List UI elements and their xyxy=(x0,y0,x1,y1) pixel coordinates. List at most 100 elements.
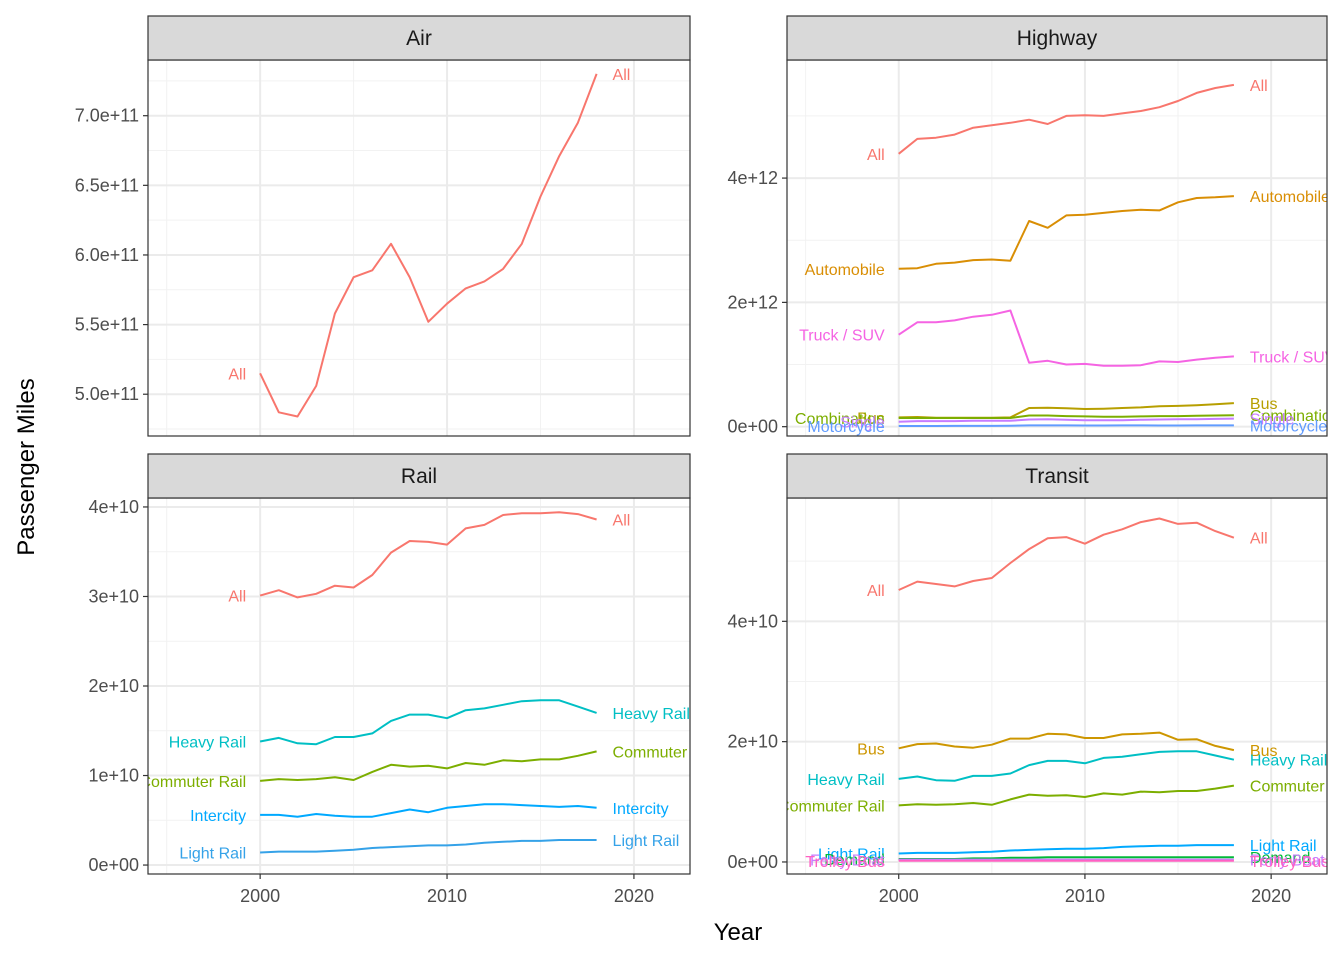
x-tick-label: 2000 xyxy=(879,886,919,906)
y-tick-label: 7.0e+11 xyxy=(75,106,139,126)
x-tick-label: 2000 xyxy=(240,886,280,906)
series-start-label-all: All xyxy=(228,589,246,606)
series-end-label-bus: Bus xyxy=(1250,396,1278,413)
y-tick-label: 5.5e+11 xyxy=(75,315,139,335)
series-start-label-single: Single xyxy=(840,415,885,432)
y-axis-title: Passenger Miles xyxy=(13,378,40,555)
series-end-label-all: All xyxy=(613,67,631,84)
panel-highway: All All Automobile Automobile Truck / SUV Tru… xyxy=(727,15,1340,437)
series-start-label-automobile: Automobile xyxy=(805,262,885,279)
series-line-heavy-rail xyxy=(898,750,1235,782)
panel-rail: All All Heavy Rail Heavy Rail Commuter Rail C… xyxy=(88,453,720,906)
series-end-label-all: All xyxy=(1250,531,1268,548)
series-line-commuter-rail xyxy=(898,784,1235,807)
facet-strip xyxy=(147,15,691,61)
facet-strip xyxy=(147,453,691,499)
series-start-label-heavy-rail: Heavy Rail xyxy=(169,735,246,752)
series-line-single xyxy=(898,417,1234,423)
series-line-all xyxy=(259,511,597,599)
x-tick-label: 2020 xyxy=(1251,886,1291,906)
series-start-label-trolley-bus: Trolley Bus xyxy=(805,854,884,871)
series-line-all xyxy=(898,83,1235,155)
series-start-label-demand: Demand xyxy=(824,852,884,869)
panel-air: All All Air 5.0e+11 5.5e+11 6.0e+11 6.5e+11 7.0… xyxy=(75,15,691,437)
x-tick-label: 2010 xyxy=(1065,886,1105,906)
series-end-label-intercity: Intercity xyxy=(613,801,669,818)
series-line-all xyxy=(259,73,598,418)
series-start-label-intercity: Intercity xyxy=(190,808,246,825)
series-start-label-motorcycle: Motorcycle xyxy=(807,419,884,436)
series-start-label-light-rail: Light Rail xyxy=(179,846,246,863)
series-end-label-single: Single xyxy=(1250,412,1295,429)
series-start-label-bus: Bus xyxy=(857,741,885,758)
series-start-label-all: All xyxy=(228,366,246,383)
series-line-motorcycle xyxy=(898,424,1234,427)
series-end-label-demand: Demand xyxy=(1250,850,1310,867)
facet-strip-label: Transit xyxy=(1025,465,1089,488)
series-end-label-bus: Bus xyxy=(1250,743,1278,760)
series-end-label-commuter-rail: Commuter Rail xyxy=(1250,779,1344,796)
y-tick-label: 0e+00 xyxy=(88,855,139,875)
series-line-combination xyxy=(898,414,1234,419)
y-tick-label: 0e+00 xyxy=(727,417,778,437)
facet-strip xyxy=(786,453,1328,499)
series-start-label-combination: Combination xyxy=(795,411,885,428)
series-line-light-rail xyxy=(260,839,597,854)
y-tick-label: 6.0e+11 xyxy=(75,245,139,265)
series-line-truck-suv xyxy=(898,309,1234,367)
y-tick-label: 2e+12 xyxy=(727,292,778,312)
series-start-label-all: All xyxy=(867,583,885,600)
series-end-label-ferry-boat: Ferry Boat xyxy=(1250,853,1325,870)
y-tick-label: 3e+10 xyxy=(88,586,139,606)
y-tick-label: 5.0e+11 xyxy=(75,384,139,404)
series-end-label-light-rail: Light Rail xyxy=(1250,838,1317,855)
x-tick-label: 2020 xyxy=(614,886,654,906)
series-end-label-truck-suv: Truck / SUV xyxy=(1250,349,1336,366)
series-end-label-all: All xyxy=(613,512,631,529)
y-tick-label: 4e+10 xyxy=(88,497,139,517)
series-end-label-automobile: Automobile xyxy=(1250,189,1330,206)
series-line-heavy-rail xyxy=(259,699,597,746)
series-start-label-all: All xyxy=(867,147,885,164)
series-line-automobile xyxy=(898,195,1234,270)
y-tick-label: 6.5e+11 xyxy=(75,175,139,195)
facet-strip-label: Air xyxy=(406,27,432,50)
series-line-light-rail xyxy=(898,844,1234,855)
y-tick-label: 2e+10 xyxy=(88,676,139,696)
series-end-label-commuter-rail: Commuter Rail xyxy=(613,744,720,761)
facet-strip xyxy=(786,15,1328,61)
series-line-all xyxy=(898,517,1235,591)
y-tick-label: 1e+10 xyxy=(88,766,139,786)
plot-area: All All Automobile Automobile Truck / SUV Tru… xyxy=(787,60,1340,436)
series-start-label-ferry-boat: Ferry Boat xyxy=(810,853,885,870)
series-start-label-commuter-rail: Commuter Rail xyxy=(139,774,246,791)
series-line-intercity xyxy=(260,803,597,818)
facet-strip-label: Rail xyxy=(401,465,437,488)
plot-background xyxy=(787,498,1327,874)
series-end-label-all: All xyxy=(1250,78,1268,95)
y-tick-label: 2e+10 xyxy=(727,732,778,752)
series-start-label-truck-suv: Truck / SUV xyxy=(799,328,885,345)
series-end-label-heavy-rail: Heavy Rail xyxy=(613,706,690,723)
series-end-label-heavy-rail: Heavy Rail xyxy=(1250,753,1327,770)
series-end-label-motorcycle: Motorcycle xyxy=(1250,418,1327,435)
series-start-label-heavy-rail: Heavy Rail xyxy=(807,772,884,789)
series-line-bus xyxy=(898,731,1235,752)
series-start-label-bus: Bus xyxy=(857,410,885,427)
x-axis-title: Year xyxy=(714,919,763,946)
plot-area: All All xyxy=(148,60,690,436)
y-tick-label: 4e+10 xyxy=(727,611,778,631)
x-tick-label: 2010 xyxy=(427,886,467,906)
series-start-label-commuter-rail: Commuter Rail xyxy=(778,798,885,815)
plot-background xyxy=(148,60,690,436)
y-tick-label: 0e+00 xyxy=(727,852,778,872)
plot-area: All All Heavy Rail Heavy Rail Commuter Rail C… xyxy=(139,498,720,874)
series-end-label-combination: Combination xyxy=(1250,408,1340,425)
series-line-commuter-rail xyxy=(260,750,597,782)
series-end-label-light-rail: Light Rail xyxy=(613,833,680,850)
facet-strip-label: Highway xyxy=(1017,27,1098,50)
series-end-label-trolley-bus: Trolley Bus xyxy=(1250,854,1329,871)
series-start-label-light-rail: Light Rail xyxy=(818,847,885,864)
